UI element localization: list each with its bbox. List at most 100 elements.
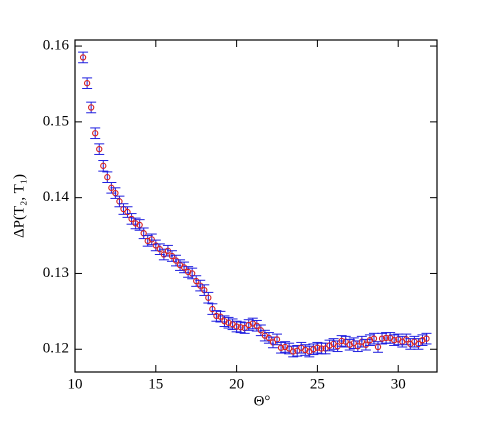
error-bar — [203, 291, 214, 304]
point — [326, 342, 333, 349]
point — [184, 268, 192, 276]
error-bar — [90, 127, 101, 140]
error-bar — [360, 338, 371, 351]
plot-frame — [74, 39, 438, 373]
point — [96, 146, 103, 153]
point — [233, 323, 240, 330]
error-bar — [389, 334, 400, 346]
point — [152, 242, 159, 249]
point — [104, 174, 111, 181]
point — [209, 305, 216, 313]
point — [265, 334, 273, 342]
x-tick-label: 20 — [229, 376, 244, 392]
point — [225, 319, 232, 326]
error-bar — [352, 340, 363, 353]
point — [318, 345, 325, 352]
error-bar — [336, 335, 347, 347]
point — [205, 294, 212, 301]
error-bar — [179, 261, 190, 274]
point — [310, 346, 317, 353]
error-bar — [263, 332, 274, 344]
point — [79, 54, 87, 61]
point — [391, 337, 398, 344]
error-bar — [276, 341, 287, 354]
error-bar — [413, 338, 424, 350]
point — [366, 337, 374, 344]
point — [92, 130, 99, 137]
error-bar — [377, 332, 388, 345]
point — [281, 343, 289, 351]
error-bar — [401, 333, 412, 346]
error-bar — [207, 303, 218, 315]
error-bar — [211, 310, 222, 322]
point — [193, 277, 200, 285]
point — [290, 348, 297, 355]
error-bar — [126, 213, 137, 225]
error-bar — [235, 321, 246, 334]
point — [221, 318, 228, 325]
x-axis-label: Θ° — [254, 393, 271, 409]
x-tick-label: 25 — [310, 376, 325, 392]
y-tick-label: 0.14 — [43, 189, 70, 205]
y-tick-label: 0.12 — [43, 341, 69, 357]
error-bar — [251, 319, 262, 332]
error-bar — [231, 320, 242, 333]
point — [144, 237, 151, 245]
point — [217, 313, 224, 320]
point — [168, 252, 176, 260]
point — [277, 344, 285, 351]
error-bar — [288, 345, 299, 358]
point — [124, 208, 131, 216]
point — [148, 236, 155, 243]
point — [172, 257, 180, 264]
error-bar — [195, 279, 206, 292]
error-bar — [114, 195, 125, 208]
point — [197, 282, 204, 289]
error-bar — [98, 160, 109, 172]
error-bar — [191, 275, 202, 287]
point — [403, 336, 410, 343]
error-bar — [150, 239, 161, 252]
y-axis-label: ΔP(T₂, T₁) — [11, 174, 27, 238]
point — [88, 104, 95, 111]
point — [302, 346, 309, 354]
error-bar — [166, 250, 177, 262]
point — [382, 334, 390, 342]
point — [314, 344, 321, 351]
point — [415, 340, 422, 348]
error-bar — [122, 206, 133, 218]
error-bar — [312, 341, 323, 354]
y-tick-label: 0.15 — [43, 113, 69, 129]
error-bar — [138, 227, 149, 240]
point — [83, 80, 91, 87]
point — [378, 335, 386, 342]
point — [423, 335, 430, 342]
error-bar — [82, 77, 93, 90]
x-tick-label: 10 — [68, 376, 83, 392]
point — [338, 337, 345, 345]
point — [237, 324, 244, 331]
x-tick-label: 30 — [391, 376, 406, 392]
x-tick-label: 15 — [148, 376, 163, 392]
point — [213, 312, 220, 320]
error-bar — [158, 248, 169, 261]
point — [160, 251, 168, 258]
point — [100, 162, 107, 169]
point — [253, 322, 260, 329]
y-tick-label: 0.16 — [43, 38, 70, 54]
error-bar — [146, 233, 157, 246]
point — [132, 220, 139, 227]
error-bar — [215, 310, 226, 323]
point — [128, 215, 135, 223]
error-bar — [86, 101, 97, 114]
error-bar — [421, 332, 432, 345]
error-bar — [94, 143, 105, 155]
point — [180, 264, 188, 271]
point — [346, 341, 353, 348]
y-tick-label: 0.13 — [43, 265, 69, 281]
point — [419, 337, 426, 344]
point — [354, 343, 361, 350]
point — [245, 321, 252, 329]
error-bar — [102, 171, 113, 184]
